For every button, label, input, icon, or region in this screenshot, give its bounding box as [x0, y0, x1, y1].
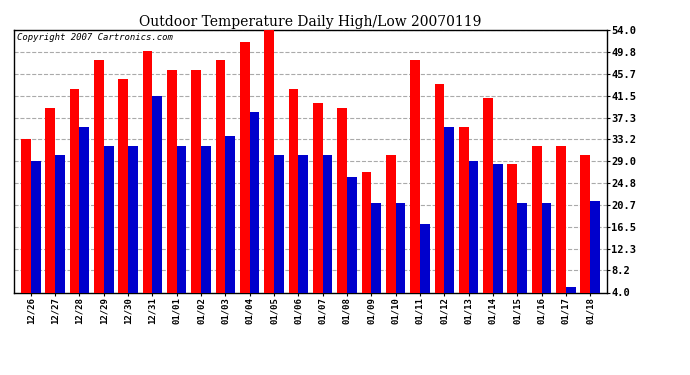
Bar [128, 146, 138, 314]
Bar [216, 60, 226, 314]
Bar [21, 139, 31, 314]
Bar [313, 103, 323, 314]
Bar [298, 155, 308, 314]
Title: Outdoor Temperature Daily High/Low 20070119: Outdoor Temperature Daily High/Low 20070… [139, 15, 482, 29]
Bar [143, 51, 152, 314]
Bar [94, 60, 104, 314]
Bar [264, 30, 274, 314]
Bar [371, 203, 381, 314]
Bar [420, 224, 430, 314]
Bar [167, 70, 177, 314]
Bar [55, 155, 65, 314]
Bar [288, 89, 298, 314]
Bar [469, 161, 478, 314]
Bar [337, 108, 347, 313]
Bar [507, 164, 518, 314]
Bar [386, 155, 395, 314]
Bar [493, 164, 502, 314]
Bar [444, 127, 454, 314]
Bar [31, 161, 41, 314]
Bar [395, 203, 405, 314]
Bar [226, 136, 235, 314]
Bar [532, 146, 542, 314]
Bar [250, 112, 259, 314]
Bar [323, 155, 333, 314]
Bar [104, 146, 114, 314]
Bar [79, 127, 89, 314]
Bar [274, 155, 284, 314]
Bar [191, 70, 201, 314]
Bar [347, 177, 357, 314]
Bar [566, 287, 575, 314]
Bar [435, 84, 444, 314]
Bar [580, 155, 590, 314]
Bar [119, 80, 128, 314]
Bar [411, 60, 420, 314]
Bar [240, 42, 250, 314]
Bar [590, 201, 600, 314]
Bar [201, 146, 210, 314]
Bar [362, 172, 371, 314]
Bar [459, 127, 469, 314]
Bar [46, 108, 55, 313]
Text: Copyright 2007 Cartronics.com: Copyright 2007 Cartronics.com [17, 33, 172, 42]
Bar [518, 203, 527, 314]
Bar [177, 146, 186, 314]
Bar [70, 89, 79, 314]
Bar [556, 146, 566, 314]
Bar [152, 96, 162, 314]
Bar [542, 203, 551, 314]
Bar [483, 98, 493, 314]
